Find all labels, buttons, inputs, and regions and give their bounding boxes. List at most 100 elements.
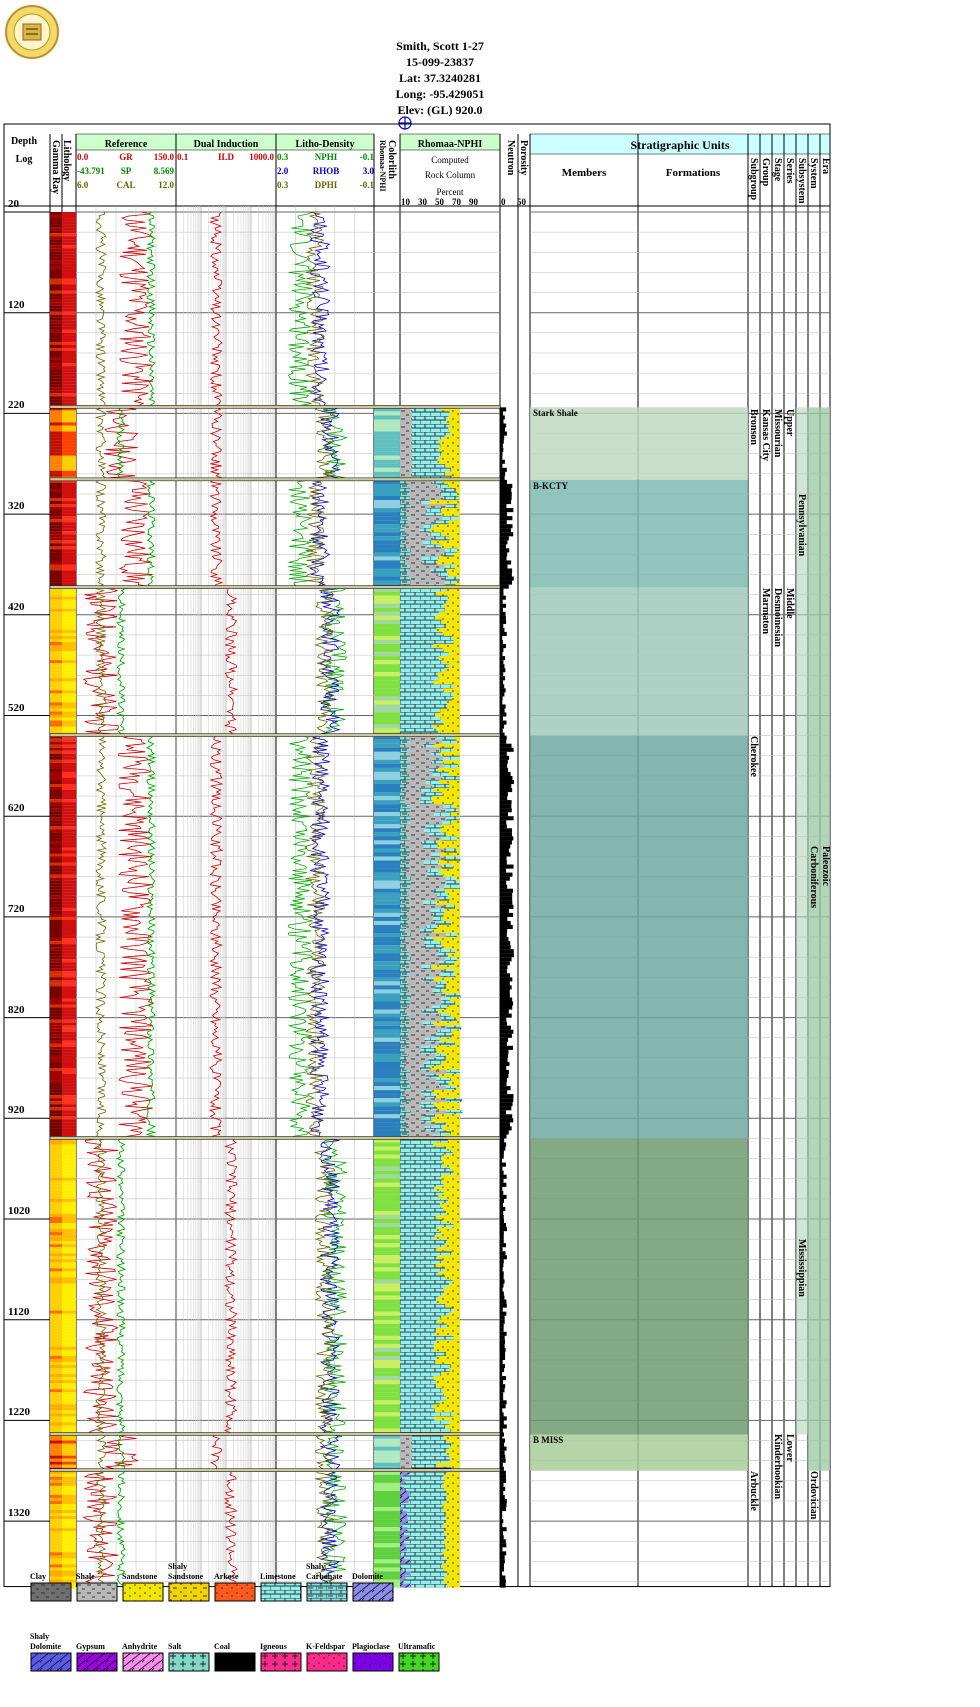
track-scale-label: RHOB bbox=[312, 166, 340, 176]
track-scale-label: 150.0 bbox=[153, 152, 174, 162]
track-scale-label: -43.791 bbox=[77, 166, 105, 176]
legend-label: Plagioclase bbox=[352, 1642, 390, 1651]
rhomaa-computed: Computed bbox=[431, 155, 469, 165]
legend-label: Sandstone bbox=[122, 1572, 158, 1581]
well-api: 15-099-23837 bbox=[406, 55, 474, 69]
track-scale-label: 12.0 bbox=[158, 180, 174, 190]
legend-swatch bbox=[30, 1582, 72, 1602]
strat-unit-subgroup: Arbuckle bbox=[748, 1470, 759, 1511]
legend-label: Dolomite bbox=[352, 1572, 384, 1581]
legend-label: Clay bbox=[30, 1572, 46, 1581]
legend-item: Anhydrite bbox=[122, 1628, 166, 1672]
track-scale-label: 0.0 bbox=[77, 152, 89, 162]
well-name: Smith, Scott 1-27 bbox=[396, 39, 484, 53]
legend-label: K-Feldspar bbox=[306, 1642, 346, 1651]
track-scale-label: CAL bbox=[116, 180, 136, 190]
strat-unit-subsystem: Pennsylvanian bbox=[796, 493, 807, 557]
legend-item: Shaly Dolomite bbox=[30, 1628, 74, 1672]
legend-item: Gypsum bbox=[76, 1628, 120, 1672]
legend-item: K-Feldspar bbox=[306, 1628, 350, 1672]
legend-swatch bbox=[352, 1652, 394, 1672]
well-location-icon bbox=[398, 116, 412, 130]
legend-label: Anhydrite bbox=[122, 1642, 158, 1651]
depth-subtitle: Log bbox=[15, 154, 33, 165]
strat-unit-subsystem: Mississippian bbox=[796, 1239, 807, 1297]
track-scale-label: -0.1 bbox=[359, 180, 374, 190]
rhomaa-title: Rhomaa-NPHI bbox=[417, 139, 483, 150]
induction-title: Dual Induction bbox=[193, 139, 259, 150]
legend-label: Gypsum bbox=[76, 1642, 105, 1651]
strat-unit-series: Upper bbox=[784, 409, 795, 437]
formation-top-label: B-KCTY bbox=[533, 480, 569, 491]
depth-label: 320 bbox=[8, 500, 25, 513]
strat-unit-subgroup: Cherokee bbox=[748, 735, 759, 777]
strat-unit-group: Kansas City bbox=[760, 409, 771, 462]
legend-swatch bbox=[260, 1652, 302, 1672]
members-title: Members bbox=[561, 167, 607, 179]
porosity-title: Porosity bbox=[518, 140, 529, 176]
rhomaa-rock-column: Rock Column bbox=[424, 170, 476, 180]
colorlith-subtitle: Rhomaa-NPHI bbox=[378, 140, 387, 192]
strat-col-title: Group bbox=[760, 158, 771, 187]
depth-label: 520 bbox=[8, 701, 25, 714]
legend-label: Shaly Carbonate bbox=[306, 1562, 343, 1581]
legend-label: Shaly Dolomite bbox=[30, 1632, 62, 1651]
legend-item: Plagioclase bbox=[352, 1628, 396, 1672]
track-scale-label: 6.0 bbox=[77, 180, 89, 190]
depth-label: 120 bbox=[8, 298, 25, 311]
legend-item: Shale bbox=[76, 1558, 120, 1602]
track-scale-label: 1000.0 bbox=[249, 152, 274, 162]
well-header: Smith, Scott 1-27 15-099-23837 Lat: 37.3… bbox=[380, 38, 500, 118]
legend-swatch bbox=[398, 1652, 440, 1672]
strat-title: Stratigraphic Units bbox=[630, 138, 730, 152]
legend-swatch bbox=[30, 1652, 72, 1672]
strat-col-title: Subgroup bbox=[748, 158, 759, 201]
depth-label: 620 bbox=[8, 802, 25, 815]
strat-unit-stage: Kinderhookian bbox=[772, 1434, 783, 1500]
strat-col-title: System bbox=[808, 158, 819, 189]
strat-unit-group: Marmaton bbox=[760, 587, 771, 634]
formation-top-label: Stark Shale bbox=[533, 408, 578, 419]
depth-label: 420 bbox=[8, 600, 25, 613]
track-scale-label: ILD bbox=[217, 152, 234, 162]
well-elev: Elev: (GL) 920.0 bbox=[397, 103, 483, 117]
legend-swatch bbox=[76, 1582, 118, 1602]
legend-item: Ultramafic bbox=[398, 1628, 442, 1672]
lithology-title: Lithology bbox=[61, 140, 72, 182]
legend-swatch bbox=[122, 1582, 164, 1602]
legend-label: Limestone bbox=[260, 1572, 296, 1581]
depth-label: 1020 bbox=[8, 1205, 30, 1217]
depth-label: 820 bbox=[8, 1003, 25, 1016]
well-lat: Lat: 37.3240281 bbox=[399, 71, 481, 85]
strat-unit-system: Ordovician bbox=[808, 1470, 819, 1520]
depth-title: Depth bbox=[10, 136, 38, 147]
legend-label: Igneous bbox=[260, 1642, 287, 1651]
track-scale-label: 3.0 bbox=[362, 166, 374, 176]
legend-label: Coal bbox=[214, 1642, 230, 1651]
track-scale-label: 2.0 bbox=[277, 166, 289, 176]
neutron-scale-label: 0 bbox=[501, 197, 506, 207]
legend-label: Salt bbox=[168, 1642, 182, 1651]
depth-label: 920 bbox=[8, 1104, 25, 1117]
depth-label: 1120 bbox=[8, 1305, 30, 1318]
track-scale-label: GR bbox=[119, 152, 133, 162]
track-scale-label: 8.569 bbox=[153, 166, 174, 176]
legend-item: Shaly Carbonate bbox=[306, 1558, 350, 1602]
rhomaa-scale-label: 90 bbox=[469, 197, 478, 207]
legend-swatch bbox=[214, 1582, 256, 1602]
formations-title: Formations bbox=[665, 167, 721, 179]
legend-item: Limestone bbox=[260, 1558, 304, 1602]
gamma-title: Gamma Ray bbox=[50, 140, 61, 195]
legend-swatch bbox=[168, 1652, 210, 1672]
legend-label: Shale bbox=[76, 1572, 95, 1581]
strat-unit-stage: Desmoinesian bbox=[772, 587, 783, 647]
legend-swatch bbox=[352, 1582, 394, 1602]
track-scale-label: -0.1 bbox=[359, 152, 374, 162]
legend-item: Dolomite bbox=[352, 1558, 396, 1602]
depth-label: 20 bbox=[8, 198, 19, 210]
legend-item: Shaly Sandstone bbox=[168, 1558, 212, 1602]
legend-item: Salt bbox=[168, 1628, 212, 1672]
legend-swatch bbox=[168, 1582, 210, 1602]
track-scale-label: 0.3 bbox=[277, 180, 289, 190]
legend-item: Arkose bbox=[214, 1558, 258, 1602]
